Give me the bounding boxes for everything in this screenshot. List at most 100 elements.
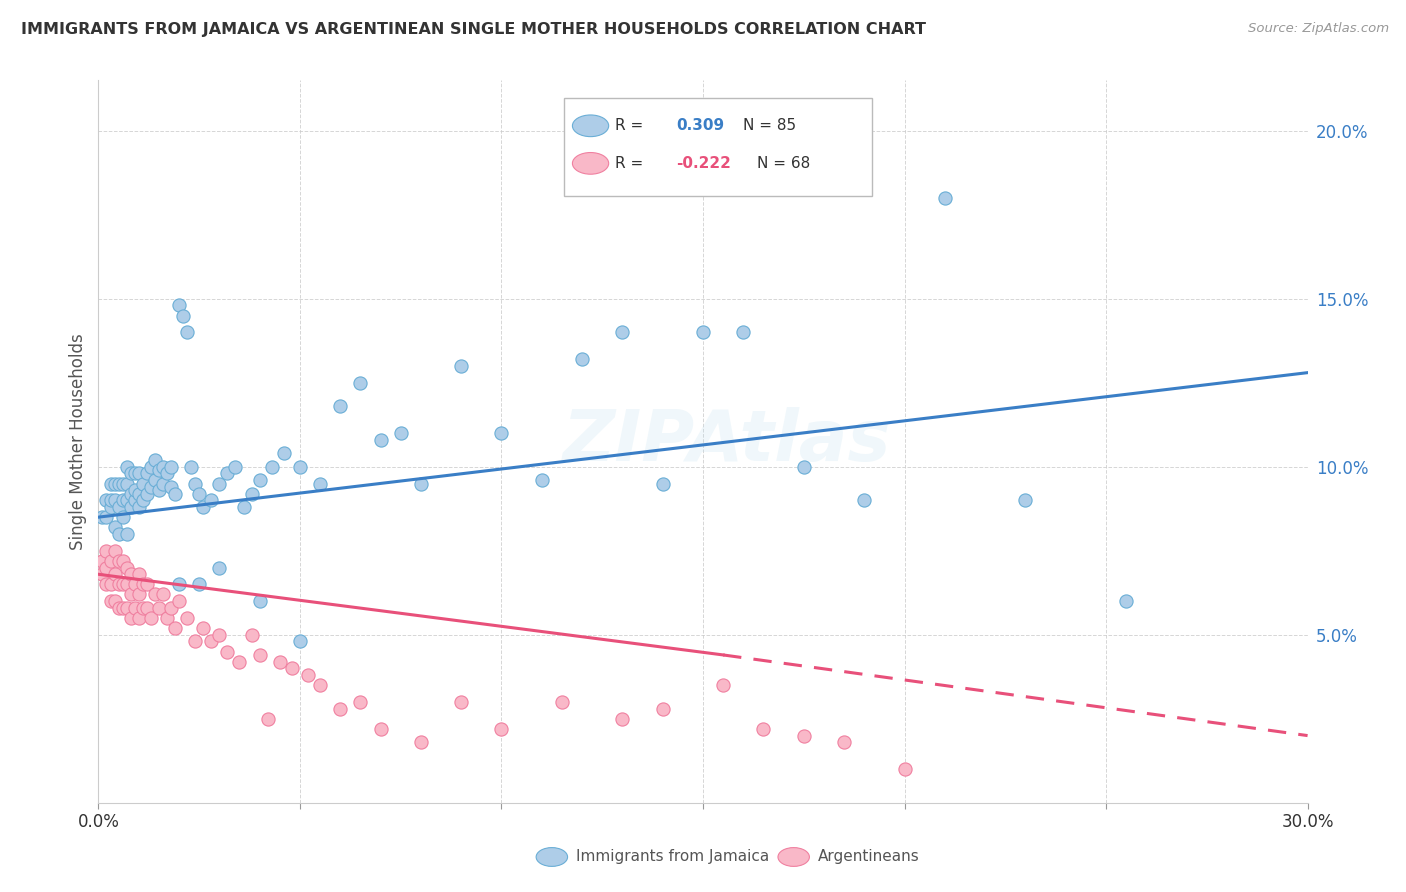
Point [100, 554, 122, 568]
Text: N = 68: N = 68 [758, 156, 811, 171]
Point [329, 399, 352, 413]
Point [651, 476, 673, 491]
Point [329, 702, 352, 716]
Point [100, 500, 122, 514]
Point [148, 483, 170, 498]
Point [172, 309, 194, 323]
Point [107, 500, 129, 514]
Text: -0.222: -0.222 [676, 156, 731, 171]
Point [120, 567, 142, 582]
Text: N = 85: N = 85 [742, 119, 796, 133]
Point [156, 467, 179, 481]
Point [281, 661, 304, 675]
Text: Source: ZipAtlas.com: Source: ZipAtlas.com [1249, 22, 1389, 36]
Point [934, 191, 956, 205]
Point [249, 648, 271, 662]
Point [180, 459, 202, 474]
Point [184, 476, 207, 491]
Point [193, 500, 215, 514]
Point [163, 486, 186, 500]
Point [188, 486, 211, 500]
Point [128, 567, 150, 582]
Point [491, 722, 513, 736]
Point [148, 463, 170, 477]
Point [96, 577, 118, 591]
Point [163, 621, 186, 635]
Point [409, 735, 432, 749]
Text: 0.309: 0.309 [676, 119, 724, 133]
Point [103, 567, 125, 582]
Point [176, 611, 198, 625]
Point [370, 722, 392, 736]
Point [188, 577, 211, 591]
Point [143, 453, 166, 467]
Point [167, 298, 190, 312]
Point [91, 510, 114, 524]
Point [124, 483, 146, 498]
Point [143, 473, 166, 487]
Point [111, 476, 134, 491]
FancyBboxPatch shape [564, 98, 872, 196]
Point [103, 493, 125, 508]
Point [115, 600, 138, 615]
Point [692, 326, 714, 340]
Point [208, 628, 231, 642]
Point [120, 611, 142, 625]
Point [752, 722, 775, 736]
Point [115, 527, 138, 541]
Text: R =: R = [614, 119, 648, 133]
Point [107, 527, 129, 541]
Point [530, 473, 553, 487]
Point [148, 600, 170, 615]
Point [128, 486, 150, 500]
Point [167, 594, 190, 608]
Point [152, 587, 174, 601]
Point [184, 634, 207, 648]
Point [288, 634, 311, 648]
Point [135, 467, 157, 481]
Point [111, 554, 134, 568]
Point [115, 459, 138, 474]
Point [120, 467, 142, 481]
Point [793, 729, 815, 743]
Point [224, 459, 246, 474]
Point [120, 486, 142, 500]
Point [100, 493, 122, 508]
Circle shape [572, 115, 609, 136]
Circle shape [778, 847, 810, 866]
Point [450, 695, 472, 709]
Point [260, 459, 283, 474]
Point [853, 493, 876, 508]
Point [297, 668, 319, 682]
Point [160, 459, 183, 474]
Point [152, 459, 174, 474]
Point [349, 376, 371, 390]
Point [893, 762, 915, 776]
Y-axis label: Single Mother Households: Single Mother Households [69, 334, 87, 549]
Point [107, 577, 129, 591]
Circle shape [572, 153, 609, 174]
Point [115, 560, 138, 574]
Point [103, 520, 125, 534]
Point [115, 493, 138, 508]
Point [167, 577, 190, 591]
Point [96, 543, 118, 558]
Point [793, 459, 815, 474]
Point [111, 510, 134, 524]
Point [103, 476, 125, 491]
Point [124, 577, 146, 591]
Point [193, 621, 215, 635]
Point [273, 446, 295, 460]
Point [96, 510, 118, 524]
Point [217, 467, 239, 481]
Point [256, 712, 278, 726]
Point [288, 459, 311, 474]
Point [128, 500, 150, 514]
Point [571, 352, 593, 367]
Point [135, 577, 157, 591]
Point [733, 326, 755, 340]
Point [120, 500, 142, 514]
Point [139, 611, 162, 625]
Circle shape [536, 847, 568, 866]
Point [612, 326, 634, 340]
